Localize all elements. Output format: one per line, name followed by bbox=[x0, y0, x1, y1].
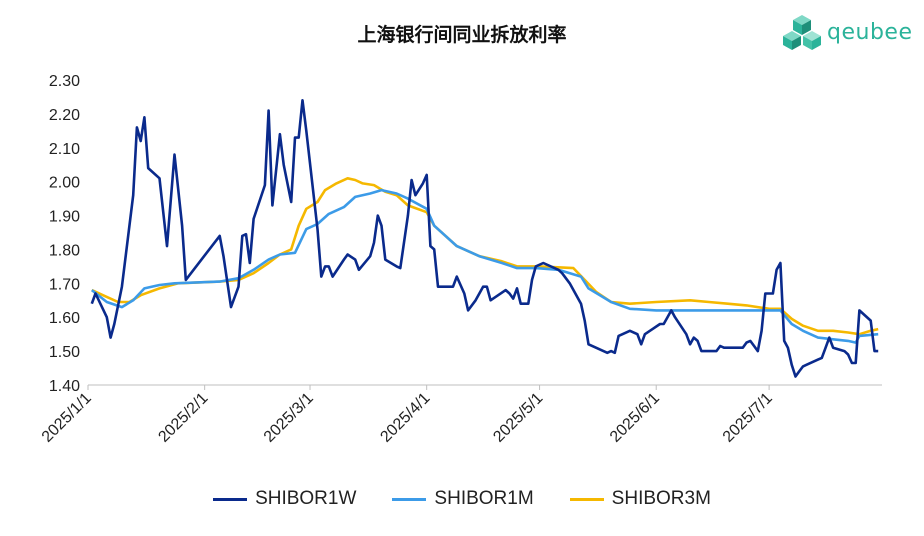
legend-item-shibor3m: SHIBOR3M bbox=[569, 488, 711, 510]
x-axis: 2025/1/1 2025/2/1 2025/3/1 2025/4/1 2025/5/1… bbox=[39, 384, 882, 446]
x-tick-label: 2025/1/1 bbox=[39, 390, 95, 446]
y-tick-label: 1.70 bbox=[49, 276, 80, 293]
y-tick-label: 1.80 bbox=[49, 242, 80, 259]
legend-item-shibor1m: SHIBOR1M bbox=[392, 488, 534, 510]
y-axis: 1.40 1.50 1.60 1.70 1.80 1.90 2.00 2.10 2.20 2.30 bbox=[49, 73, 80, 395]
legend-swatch bbox=[569, 497, 604, 501]
y-tick-label: 1.40 bbox=[49, 378, 80, 395]
y-tick-label: 1.90 bbox=[49, 209, 80, 226]
logo-text: qeubee bbox=[827, 19, 913, 45]
cube-logo-icon bbox=[783, 15, 821, 50]
legend-swatch bbox=[392, 497, 427, 501]
x-tick-label: 2025/6/1 bbox=[607, 390, 663, 446]
legend-label: SHIBOR3M bbox=[611, 488, 711, 509]
legend-item-shibor1w: SHIBOR1W bbox=[213, 488, 356, 510]
series-line-shibor1w bbox=[90, 99, 879, 378]
series-lines bbox=[90, 99, 879, 378]
y-tick-label: 2.30 bbox=[49, 73, 80, 90]
x-tick-label: 2025/5/1 bbox=[490, 390, 546, 446]
y-tick-label: 2.20 bbox=[49, 107, 80, 124]
y-tick-label: 2.00 bbox=[49, 175, 80, 192]
x-tick-label: 2025/7/1 bbox=[720, 390, 776, 446]
legend-label: SHIBOR1M bbox=[434, 488, 534, 509]
x-tick-label: 2025/4/1 bbox=[377, 390, 433, 446]
line-chart: 1.40 1.50 1.60 1.70 1.80 1.90 2.00 2.10 2.20 2.30… bbox=[39, 73, 882, 446]
qeubee-logo: qeubee bbox=[783, 12, 912, 52]
legend-swatch bbox=[213, 497, 248, 501]
y-tick-label: 1.60 bbox=[49, 310, 80, 327]
y-tick-label: 2.10 bbox=[49, 141, 80, 158]
y-tick-label: 1.50 bbox=[49, 344, 80, 361]
legend: SHIBOR1W SHIBOR1M SHIBOR3M bbox=[0, 488, 924, 510]
chart-title: 上海银行间同业拆放利率 bbox=[357, 24, 567, 46]
x-tick-label: 2025/3/1 bbox=[261, 390, 317, 446]
series-line-shibor1m bbox=[90, 188, 879, 344]
legend-label: SHIBOR1W bbox=[255, 488, 357, 509]
x-tick-label: 2025/2/1 bbox=[155, 390, 211, 446]
